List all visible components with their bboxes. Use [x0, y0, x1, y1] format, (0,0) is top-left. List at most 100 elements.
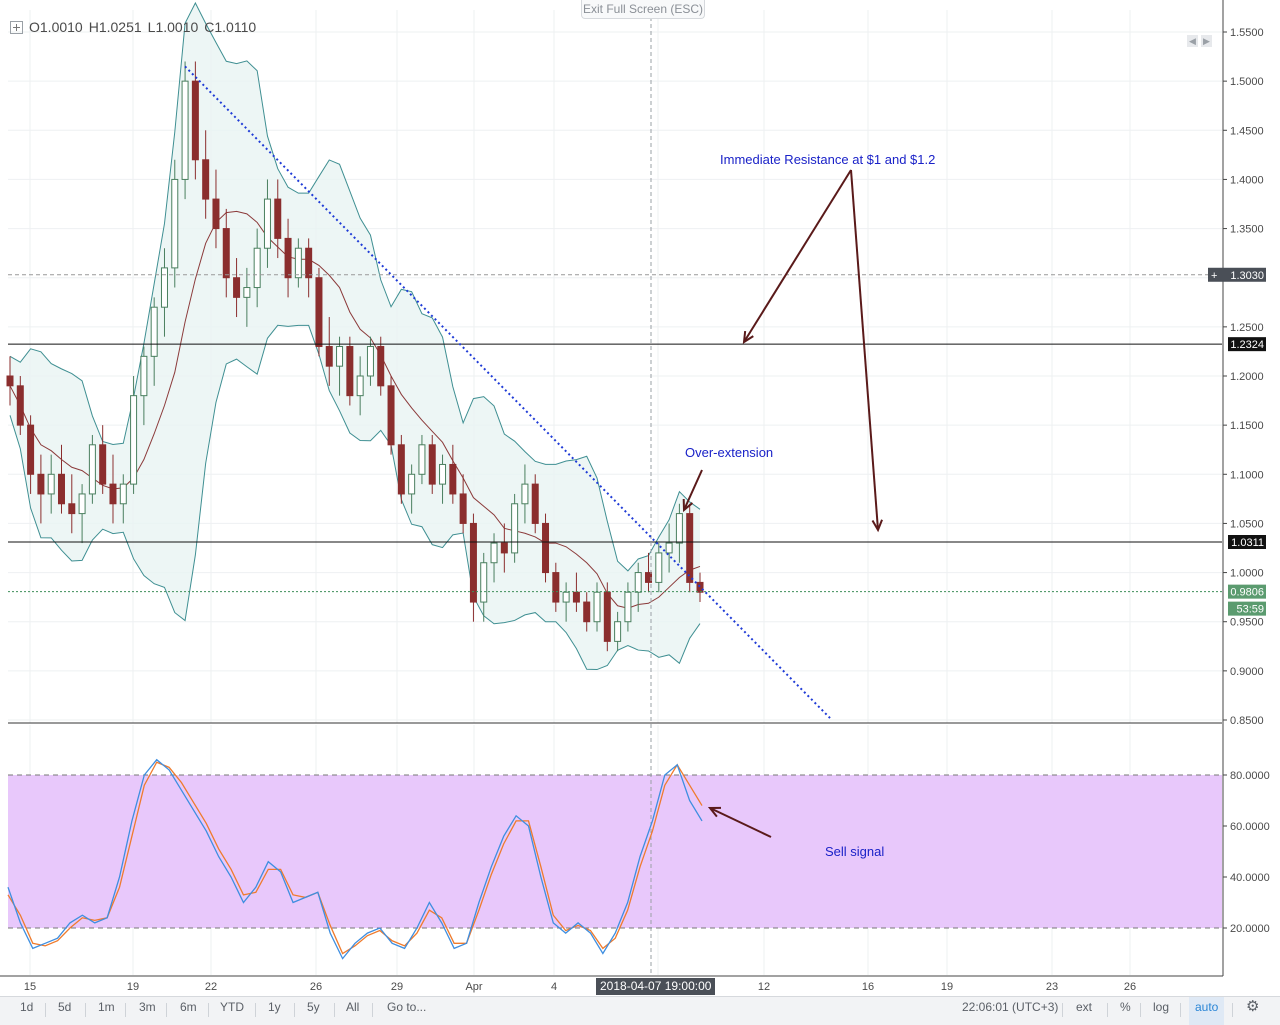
- candle-body: [480, 562, 488, 603]
- arrow-overextension: [683, 469, 703, 511]
- candle-body: [99, 444, 107, 485]
- price-tick-label: 1.0500: [1230, 518, 1264, 530]
- stoch-zone-fill: [8, 775, 1222, 928]
- range-1d[interactable]: 1d: [20, 1000, 34, 1014]
- candle-body: [490, 542, 498, 564]
- candle-body: [263, 198, 271, 249]
- candle-body: [253, 247, 261, 289]
- price-label-current-bg: [1228, 584, 1266, 599]
- price-tick-label: 0.8500: [1230, 715, 1264, 727]
- candle-body: [356, 375, 364, 397]
- candle-body: [397, 444, 405, 495]
- candle-body: [325, 346, 333, 367]
- exit-fullscreen-button[interactable]: Exit Full Screen (ESC): [581, 0, 705, 19]
- price-tick-label: 1.1000: [1230, 469, 1264, 481]
- candle-body: [119, 483, 127, 505]
- price-axis-bg: [1223, 0, 1280, 996]
- candle-body: [140, 355, 148, 397]
- range-ytd[interactable]: YTD: [220, 1000, 244, 1014]
- price-tick-label: 1.5000: [1230, 76, 1264, 88]
- candle-body: [284, 237, 292, 279]
- candle-body: [294, 247, 302, 279]
- toggle-log[interactable]: log: [1153, 1000, 1170, 1014]
- arrow-to-1-2324-head: [742, 330, 754, 344]
- price-label-1-3030-bg: [1208, 267, 1266, 282]
- candle-body: [624, 591, 632, 623]
- price-tick-label: 0.9500: [1230, 617, 1264, 629]
- range-6m[interactable]: 6m: [180, 1000, 197, 1014]
- range-5y[interactable]: 5y: [307, 1000, 320, 1014]
- stoch-tick-label: 60.0000: [1230, 821, 1270, 833]
- stoch-tick-label: 40.0000: [1230, 872, 1270, 884]
- candle-body: [212, 198, 220, 230]
- scroll-right-icon[interactable]: ▶: [1201, 35, 1212, 47]
- candle-body: [696, 581, 704, 593]
- expand-icon[interactable]: [10, 20, 23, 34]
- toggle-percent[interactable]: %: [1120, 1000, 1131, 1014]
- candle-body: [439, 463, 447, 485]
- candle-body: [222, 228, 230, 279]
- arrow-to-1-0311-head: [871, 519, 883, 533]
- price-countdown: 53:59: [1236, 604, 1264, 616]
- candle-body: [521, 483, 529, 505]
- price-label-1-0311-bg: [1228, 535, 1266, 550]
- candle-body: [57, 473, 65, 505]
- candle-body: [500, 542, 508, 554]
- range-5d[interactable]: 5d: [58, 1000, 72, 1014]
- candle-body: [408, 473, 416, 495]
- time-tick-label: Apr: [465, 981, 482, 993]
- overextension-annotation: Over-extension: [685, 445, 773, 460]
- candle-body: [645, 572, 653, 583]
- range-all[interactable]: All: [346, 1000, 360, 1014]
- candle-body: [634, 572, 642, 593]
- arrow-overextension-head: [682, 498, 694, 513]
- range-1y[interactable]: 1y: [268, 1000, 281, 1014]
- candle-body: [562, 591, 570, 603]
- toggle-auto[interactable]: auto: [1189, 997, 1225, 1025]
- candle-body: [68, 503, 76, 515]
- crosshair-time-label: 2018-04-07 19:00:00: [596, 978, 716, 995]
- candle-body: [233, 277, 241, 298]
- time-tick-label: 15: [24, 981, 36, 993]
- ohlc-high: H1.0251: [88, 19, 142, 35]
- price-label-1-2324-bg: [1228, 337, 1266, 352]
- resistance-annotation: Immediate Resistance at $1 and $1.2: [720, 152, 935, 167]
- range-3m[interactable]: 3m: [139, 1000, 156, 1014]
- candle-body: [130, 395, 138, 485]
- candle-body: [160, 267, 168, 308]
- bollinger-fill: [10, 2, 700, 670]
- time-tick-label: 22: [205, 981, 217, 993]
- range-1m[interactable]: 1m: [98, 1000, 115, 1014]
- price-label-1-0311: 1.0311: [1231, 537, 1264, 549]
- time-tick-label: 12: [758, 981, 770, 993]
- candle-body: [6, 375, 14, 387]
- time-tick-label: 23: [1046, 981, 1058, 993]
- scroll-controls: ◀ ▶: [1187, 35, 1212, 47]
- candle-body: [531, 483, 539, 524]
- goto-button[interactable]: Go to...: [387, 1000, 427, 1014]
- stoch-tick-label: 80.0000: [1230, 770, 1270, 782]
- candle-body: [377, 346, 385, 387]
- bollinger-upper-band: [9, 1, 701, 572]
- candle-body: [191, 80, 199, 161]
- stoch-k-line: [7, 758, 703, 960]
- candle-body: [346, 346, 354, 397]
- toggle-ext[interactable]: ext: [1076, 1000, 1093, 1014]
- candle-body: [274, 198, 282, 239]
- bollinger-lower-band: [9, 324, 701, 671]
- settings-gear-icon[interactable]: ⚙: [1246, 998, 1260, 1015]
- price-tick-label: 1.4500: [1230, 125, 1264, 137]
- time-tick-label: 19: [941, 981, 953, 993]
- candle-body: [387, 385, 395, 446]
- scroll-left-icon[interactable]: ◀: [1187, 35, 1198, 47]
- candle-body: [336, 346, 344, 367]
- arrow-sell-signal-head: [707, 806, 722, 818]
- candle-body: [552, 572, 560, 603]
- candle-body: [603, 591, 611, 642]
- price-tick-label: 1.2000: [1230, 371, 1264, 383]
- price-tick-label: 1.0000: [1230, 568, 1264, 580]
- candle-body: [469, 522, 477, 603]
- price-tick-label: 1.5500: [1230, 27, 1264, 39]
- price-label-1-3030: 1.3030: [1230, 270, 1264, 282]
